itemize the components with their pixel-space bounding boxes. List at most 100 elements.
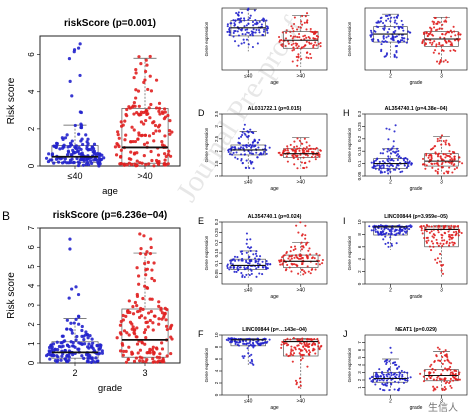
data-point — [294, 247, 297, 250]
data-point — [135, 159, 139, 163]
data-point — [139, 247, 143, 251]
data-point — [124, 133, 128, 137]
data-point — [429, 365, 432, 368]
data-point — [242, 144, 245, 147]
data-point — [285, 29, 288, 32]
data-point — [302, 166, 305, 169]
data-point — [280, 343, 283, 346]
data-point — [448, 242, 451, 245]
data-point — [242, 128, 245, 131]
data-point — [164, 324, 169, 328]
data-point — [285, 252, 288, 255]
plot-frame — [364, 334, 468, 396]
data-point — [451, 371, 454, 374]
data-point — [307, 343, 310, 346]
data-point — [170, 323, 174, 327]
data-point — [58, 147, 62, 151]
x-tick-label: 2 — [389, 399, 392, 405]
data-point — [70, 331, 74, 335]
data-point — [149, 89, 154, 93]
data-point — [298, 139, 301, 142]
data-point — [257, 258, 260, 261]
data-point — [437, 52, 441, 55]
data-point — [254, 261, 257, 264]
data-point — [430, 230, 433, 233]
data-point — [130, 125, 134, 129]
data-point — [385, 53, 388, 56]
data-point — [135, 294, 140, 298]
data-point — [448, 233, 451, 236]
data-point — [421, 40, 424, 43]
data-point — [251, 31, 254, 34]
data-point — [432, 378, 435, 381]
y-tick-label: 2 — [357, 378, 362, 381]
data-point — [429, 41, 432, 44]
data-point — [262, 152, 265, 155]
data-point — [265, 266, 268, 269]
series-blue-1 — [227, 123, 271, 170]
data-point — [385, 40, 389, 44]
data-point — [89, 159, 93, 163]
data-point — [446, 355, 449, 359]
data-point — [251, 152, 255, 155]
y-tick-label: 0.3 — [357, 110, 362, 117]
data-point — [72, 50, 76, 54]
data-point — [144, 252, 148, 256]
data-point — [232, 258, 235, 261]
data-point — [319, 41, 322, 45]
data-point — [77, 315, 81, 319]
data-point — [258, 272, 261, 275]
data-point — [312, 46, 315, 49]
data-point — [80, 324, 84, 329]
data-point — [278, 35, 281, 39]
data-point — [430, 43, 433, 46]
data-point — [304, 344, 307, 347]
data-point — [289, 143, 292, 146]
data-point — [84, 330, 88, 334]
data-point — [254, 31, 257, 34]
data-point — [86, 148, 90, 152]
data-point — [318, 254, 321, 257]
data-point — [87, 342, 91, 346]
data-point — [245, 146, 248, 149]
data-point — [157, 300, 161, 304]
data-point — [255, 28, 258, 31]
data-point — [81, 163, 86, 167]
data-point — [294, 263, 297, 266]
data-point — [394, 361, 397, 364]
data-point — [229, 266, 232, 269]
data-point — [119, 120, 123, 124]
data-point — [428, 231, 431, 234]
data-point — [293, 163, 296, 166]
data-point — [149, 237, 153, 241]
data-point — [385, 36, 388, 39]
data-point — [145, 267, 149, 271]
data-point — [78, 110, 82, 114]
data-point — [233, 22, 236, 25]
data-point — [372, 229, 375, 232]
box — [424, 153, 459, 167]
data-point — [228, 153, 231, 156]
data-point — [311, 342, 314, 346]
y-tick-label: 4 — [357, 363, 362, 366]
data-point — [441, 49, 444, 52]
data-point — [423, 369, 426, 372]
data-point — [394, 45, 397, 48]
data-point — [243, 123, 246, 126]
data-point — [437, 359, 440, 362]
data-point — [144, 109, 148, 113]
data-point — [243, 275, 246, 279]
x-axis-label: grade — [410, 294, 423, 300]
data-point — [453, 151, 456, 154]
data-point — [312, 37, 315, 40]
y-tick-label: 3.5 — [214, 110, 219, 117]
data-point — [376, 164, 379, 167]
data-point — [241, 355, 244, 358]
data-point — [237, 44, 240, 47]
y-tick-label: 2.5 — [214, 135, 219, 142]
data-point — [301, 233, 304, 236]
data-point — [441, 166, 444, 169]
data-point — [398, 227, 401, 230]
